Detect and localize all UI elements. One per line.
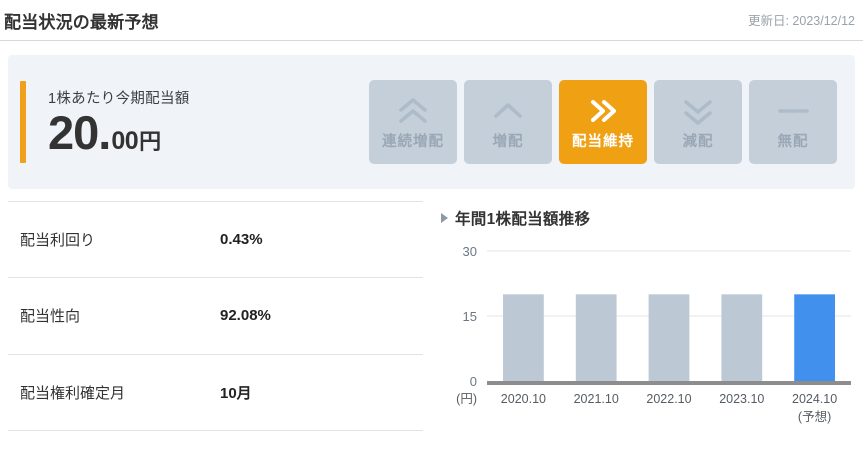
status-button-renzoku-zouhai[interactable]: 連続増配 [369, 80, 457, 164]
metric-value: 92.08% [220, 277, 423, 355]
status-button-label: 配当維持 [572, 133, 634, 150]
status-button-label: 減配 [682, 133, 714, 150]
page-title: 配当状況の最新予想 [4, 12, 159, 32]
double-chevron-down-icon [681, 94, 715, 128]
metric-value: 10月 [220, 354, 423, 432]
x-axis-tick-label: 2021.10 [574, 392, 619, 406]
chart-unit-label: (円) [456, 392, 477, 406]
table-row: 配当権利確定月 10月 [8, 354, 423, 432]
chart-bar[interactable] [648, 294, 690, 381]
update-date: 更新日: 2023/12/12 [747, 14, 855, 28]
status-button-zouhai[interactable]: 増配 [464, 80, 552, 164]
bar-chart: 0 15 30 2020.10 2021.10 2022.10 2023.10 2024.10… [456, 244, 851, 424]
chart-area: 0 15 30 2020.10 2021.10 2022.10 2023.10 2024.10… [439, 241, 859, 431]
dividend-value: 20 . 00 円 [48, 109, 190, 157]
x-axis-tick-label: 2022.10 [646, 392, 691, 406]
metric-value: 0.43% [220, 200, 423, 279]
y-axis-tick-label: 15 [463, 309, 477, 324]
status-button-label: 連続増配 [382, 133, 444, 150]
chart-bar[interactable] [794, 294, 835, 381]
x-axis-tick-sublabel: (予想) [798, 409, 831, 424]
dashes-icon [776, 94, 810, 128]
dividend-status-buttons: 連続増配 増配 配当維持 [369, 80, 837, 164]
metric-label: 配当性向 [8, 277, 220, 355]
metric-label: 配当利回り [8, 200, 220, 279]
status-button-label: 無配 [777, 133, 809, 150]
x-axis-tick-label: 2023.10 [719, 392, 764, 406]
chart-title-text: 年間1株配当額推移 [455, 211, 591, 228]
table-row: 配当利回り 0.43% [8, 200, 423, 279]
chart-bar[interactable] [721, 294, 763, 381]
dividend-history-chart-panel: 年間1株配当額推移 0 15 30 2020.10 2021.10 2022.10 2023… [423, 201, 859, 431]
table-row: 配当性向 92.08% [8, 277, 423, 355]
chevron-up-icon [491, 94, 525, 128]
y-axis-tick-label: 0 [470, 374, 477, 389]
triangle-marker-icon [441, 213, 448, 223]
dividend-decimal: 00 [111, 127, 139, 156]
metric-label: 配当権利確定月 [8, 354, 220, 432]
dividend-amount-block: 1株あたり今期配当額 20 . 00 円 [20, 81, 338, 163]
dividend-label: 1株あたり今期配当額 [48, 91, 190, 108]
accent-bar [20, 81, 26, 163]
status-button-label: 増配 [492, 133, 524, 150]
y-axis-tick-label: 30 [463, 244, 477, 259]
status-button-muhai[interactable]: 無配 [749, 80, 837, 164]
dividend-currency-unit: 円 [139, 129, 162, 155]
x-axis-tick-label: 2020.10 [501, 392, 546, 406]
chart-title: 年間1株配当額推移 [441, 207, 859, 229]
chart-bar[interactable] [503, 294, 544, 381]
x-axis-tick-label: 2024.10 [792, 392, 837, 406]
double-chevron-up-icon [396, 94, 430, 128]
page-header: 配当状況の最新予想 更新日: 2023/12/12 [0, 0, 863, 41]
chart-bar[interactable] [575, 294, 617, 381]
dividend-summary-card: 1株あたり今期配当額 20 . 00 円 連続増配 [8, 55, 855, 189]
status-button-haitou-iji[interactable]: 配当維持 [559, 80, 647, 164]
dividend-decimal-separator: . [98, 106, 112, 160]
dividend-integer: 20 [48, 106, 99, 160]
double-chevron-right-icon [586, 94, 620, 128]
dividend-metrics-table: 配当利回り 0.43% 配当性向 92.08% 配当権利確定月 10月 [8, 200, 423, 432]
lower-section: 配当利回り 0.43% 配当性向 92.08% 配当権利確定月 10月 年間1株… [0, 200, 863, 432]
status-button-genpai[interactable]: 減配 [654, 80, 742, 164]
